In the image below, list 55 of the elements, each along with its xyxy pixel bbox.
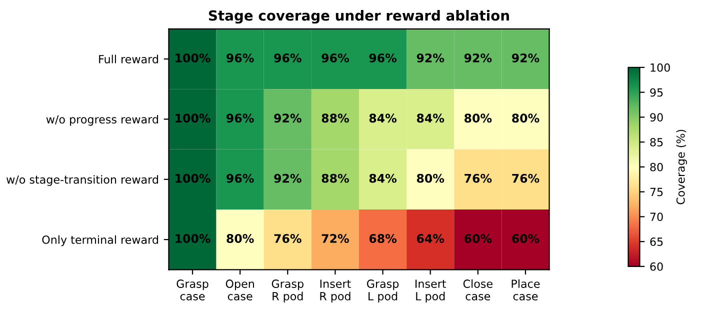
data-label: 96%	[226, 114, 254, 123]
x-tick-label: Insert R pod	[320, 280, 351, 303]
color-bar-label: 80	[650, 162, 663, 172]
data-label: 76%	[274, 234, 302, 243]
data-label: 92%	[274, 114, 302, 123]
color-bar-label: 90	[650, 113, 663, 122]
data-label: 72%	[322, 234, 349, 243]
x-tick-label: Grasp case	[176, 280, 208, 300]
data-label: 80%	[416, 174, 444, 183]
color-bar-label: 70	[650, 212, 663, 222]
data-label: 92%	[512, 53, 540, 62]
color-bar-label: 60	[650, 262, 663, 271]
data-label: 100%	[176, 114, 210, 123]
data-label: 76%	[512, 174, 540, 183]
x-tick-label: Grasp L pod	[366, 280, 399, 303]
y-tick-label: w/o progress reward	[46, 114, 158, 126]
data-label: 92%	[274, 174, 302, 183]
data-label: 76%	[464, 174, 492, 183]
y-tick-label: Full reward	[99, 54, 158, 64]
color-bar-label: 75	[650, 188, 663, 196]
data-label: 80%	[464, 114, 492, 123]
x-tick-label: Open case	[226, 280, 254, 300]
data-label: 96%	[322, 53, 349, 62]
data-label: 60%	[464, 234, 492, 243]
data-label: 96%	[226, 174, 254, 183]
data-label: 68%	[369, 234, 397, 243]
data-label: 80%	[512, 114, 540, 123]
data-label: 100%	[176, 53, 210, 62]
data-label: 88%	[322, 174, 349, 183]
color-bar-label: 100	[650, 63, 670, 72]
data-label: 84%	[416, 114, 444, 123]
x-tick-label: Grasp R pod	[272, 280, 304, 303]
color-bar-title: Coverage (%)	[676, 130, 687, 204]
data-label: 60%	[512, 234, 540, 243]
data-label: 96%	[226, 53, 254, 62]
data-label: 84%	[369, 174, 397, 183]
data-label: 100%	[176, 174, 210, 183]
x-tick-label: Insert L pod	[416, 280, 446, 303]
y-tick-label: Only terminal reward	[42, 235, 158, 246]
data-label: 92%	[416, 53, 444, 62]
x-tick-label: Close case	[463, 279, 492, 300]
x-tick-label: Place case	[512, 279, 540, 300]
data-label: 80%	[226, 234, 254, 243]
y-tick-label: w/o stage-transition reward	[6, 175, 158, 186]
color-bar-label: 65	[650, 238, 663, 246]
data-label: 88%	[322, 114, 349, 123]
color-bar-label: 85	[650, 138, 663, 146]
data-label: 92%	[464, 53, 492, 62]
color-bar-label: 95	[650, 88, 663, 97]
data-label: 96%	[274, 53, 302, 62]
data-label: 84%	[369, 114, 397, 123]
chart-title: Stage coverage under reward ablation	[208, 10, 509, 24]
data-label: 64%	[416, 234, 444, 243]
data-label: 100%	[176, 234, 210, 243]
data-label: 96%	[369, 53, 397, 62]
